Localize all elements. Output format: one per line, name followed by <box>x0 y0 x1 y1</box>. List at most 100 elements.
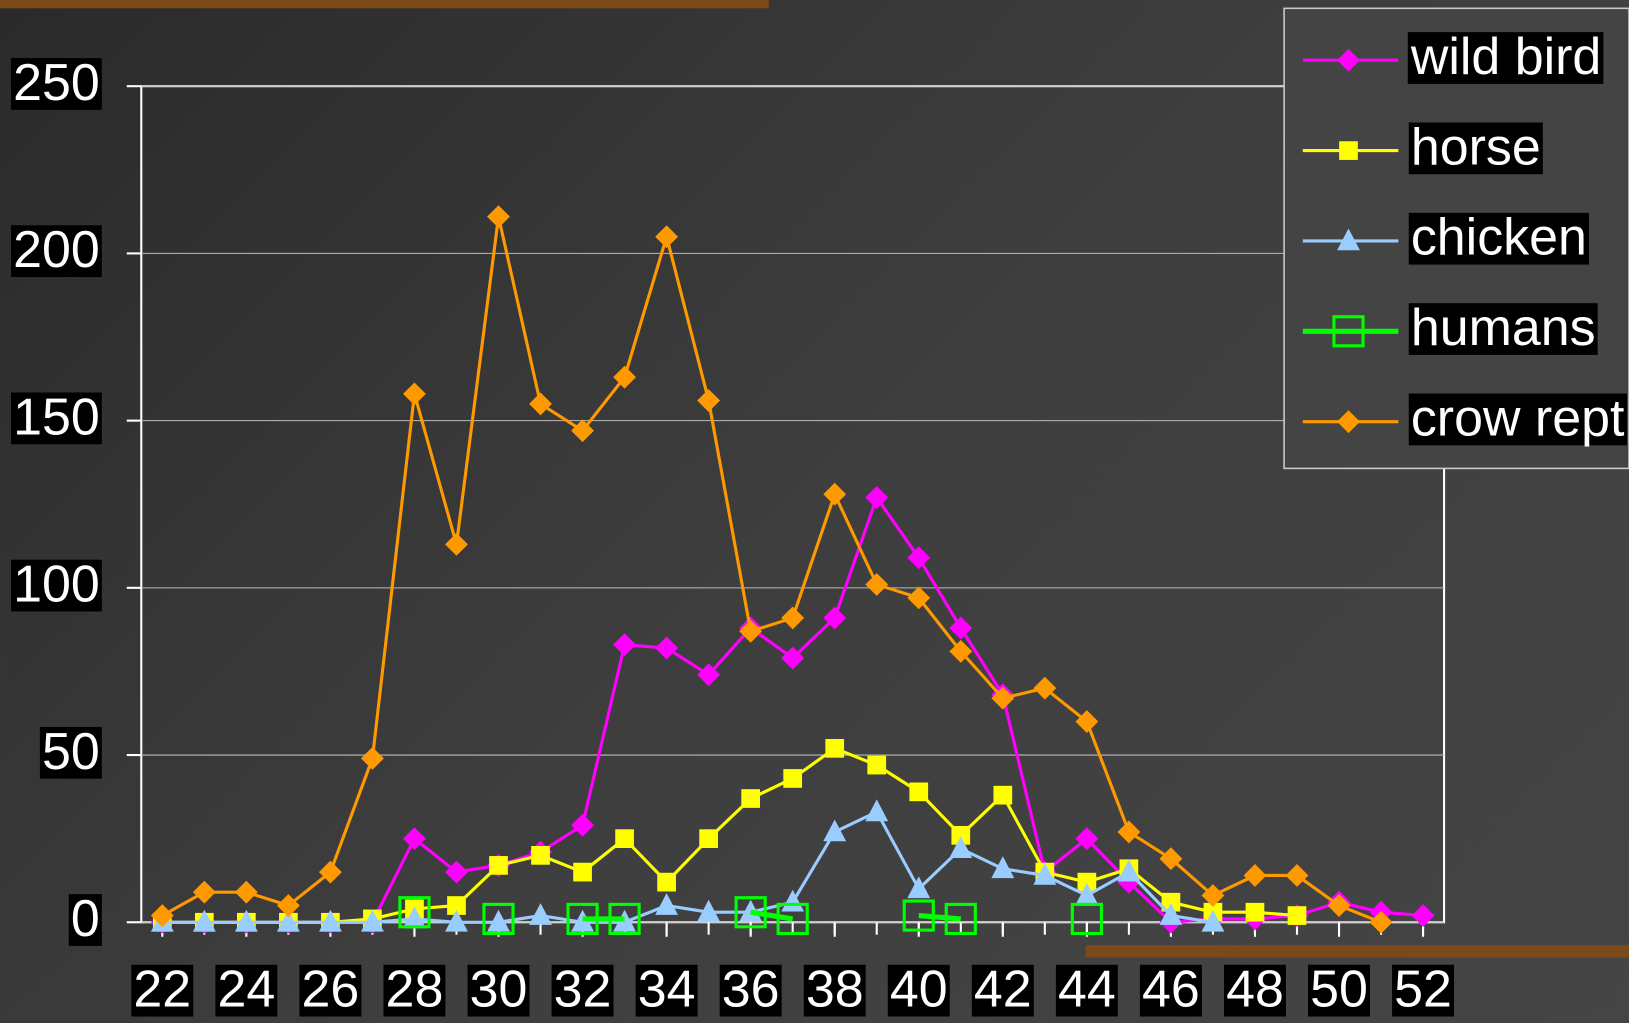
y-tick-label: 50 <box>42 723 100 781</box>
marker <box>657 872 676 892</box>
x-tick-label-bg <box>887 964 950 1017</box>
legend-label-bg <box>1408 303 1598 355</box>
marker <box>192 909 216 932</box>
marker <box>783 769 803 788</box>
y-tick-label: 250 <box>13 54 100 112</box>
marker <box>529 392 552 416</box>
marker <box>398 896 431 929</box>
marker <box>951 825 971 845</box>
x-tick-label-bg <box>803 964 866 1017</box>
marker <box>865 486 889 509</box>
marker <box>1411 904 1435 927</box>
marker <box>1159 903 1183 925</box>
marker <box>1159 847 1183 871</box>
x-tick-label: 48 <box>1226 961 1284 1019</box>
marker <box>1337 48 1360 72</box>
marker <box>741 789 761 808</box>
marker <box>655 636 679 660</box>
marker <box>697 663 721 687</box>
marker <box>487 205 510 229</box>
marker <box>318 909 342 932</box>
marker <box>571 419 594 443</box>
marker <box>1287 906 1307 925</box>
legend-label: horse <box>1411 118 1541 176</box>
x-tick-label: 50 <box>1310 961 1368 1019</box>
x-tick-label-bg <box>1392 964 1455 1017</box>
y-tick-label-bg <box>11 559 102 612</box>
marker <box>993 785 1013 805</box>
marker <box>944 902 977 936</box>
marker <box>613 633 637 657</box>
marker <box>867 755 887 775</box>
marker <box>1327 894 1351 917</box>
marker <box>865 573 889 596</box>
x-tick-label: 46 <box>1142 961 1200 1019</box>
x-tick-label-bg <box>131 964 194 1017</box>
marker <box>699 829 718 848</box>
series-line <box>162 746 1298 924</box>
decor-strip <box>1085 945 1629 958</box>
legend-label: humans <box>1411 299 1596 357</box>
x-tick-label-bg <box>971 964 1034 1017</box>
marker <box>1332 315 1365 348</box>
legend-label-bg <box>1408 212 1589 265</box>
marker <box>192 880 216 904</box>
series-line <box>162 810 1214 924</box>
marker <box>655 893 679 915</box>
x-tick-label: 26 <box>302 961 360 1019</box>
marker <box>1117 859 1141 882</box>
series-line <box>161 215 1382 924</box>
marker <box>531 846 550 865</box>
marker <box>1161 892 1181 912</box>
x-tick-label-bg <box>1223 964 1286 1017</box>
marker <box>573 862 592 882</box>
marker <box>1243 864 1267 887</box>
legend: wild bird horse chicken humans crow rept <box>1283 7 1629 470</box>
marker <box>529 903 552 925</box>
marker <box>1033 862 1057 885</box>
marker <box>276 909 300 932</box>
marker <box>991 686 1015 710</box>
marker <box>571 909 594 932</box>
legend-label: chicken <box>1411 209 1587 267</box>
marker <box>1117 820 1141 844</box>
marker <box>1077 872 1097 892</box>
series-line <box>162 495 1424 924</box>
x-tick-label-bg <box>215 964 278 1017</box>
y-tick-label: 0 <box>71 890 100 948</box>
x-tick-label-bg <box>299 964 362 1017</box>
marker <box>571 813 594 837</box>
marker <box>949 836 973 859</box>
y-tick-label: 150 <box>13 388 100 446</box>
marker <box>907 586 931 610</box>
plot-frame <box>140 85 1446 924</box>
x-tick-label: 38 <box>806 961 864 1019</box>
y-tick-label: 100 <box>13 556 100 614</box>
marker <box>615 829 634 848</box>
marker <box>445 909 468 932</box>
x-tick-label: 30 <box>470 961 528 1019</box>
marker <box>907 546 931 570</box>
marker <box>949 639 973 663</box>
x-tick-label-bg <box>467 964 530 1017</box>
marker <box>825 739 845 758</box>
marker <box>487 909 510 932</box>
marker <box>823 819 847 842</box>
marker <box>902 899 935 932</box>
marker <box>823 482 847 506</box>
marker <box>403 382 426 406</box>
marker <box>150 904 174 927</box>
marker <box>1337 228 1360 251</box>
legend-label-bg <box>1408 393 1628 446</box>
marker <box>1075 710 1099 734</box>
x-tick-label-bg <box>1308 964 1370 1017</box>
x-tick-label: 32 <box>554 961 612 1019</box>
marker <box>608 902 641 936</box>
marker <box>1033 676 1057 700</box>
marker <box>781 646 805 670</box>
marker <box>482 902 515 936</box>
marker <box>1245 902 1265 922</box>
marker <box>445 532 468 556</box>
legend-label-bg <box>1408 122 1543 175</box>
marker <box>613 909 637 932</box>
